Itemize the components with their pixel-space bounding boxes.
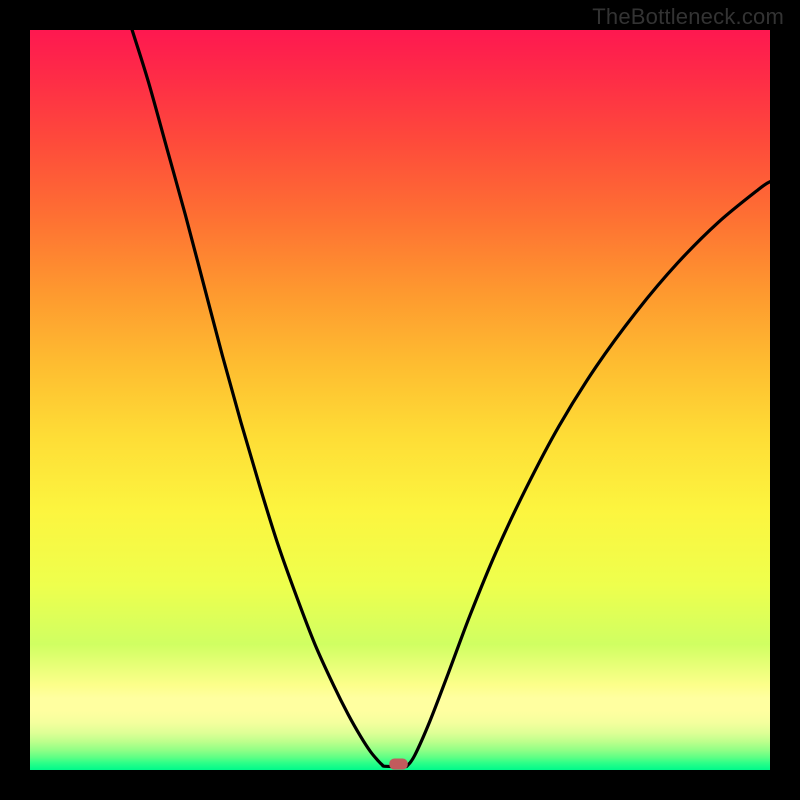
chart-svg [0,0,800,800]
optimal-point-marker [389,759,408,770]
chart-stage: TheBottleneck.com [0,0,800,800]
watermark-label: TheBottleneck.com [592,4,784,30]
plot-background [30,30,770,770]
